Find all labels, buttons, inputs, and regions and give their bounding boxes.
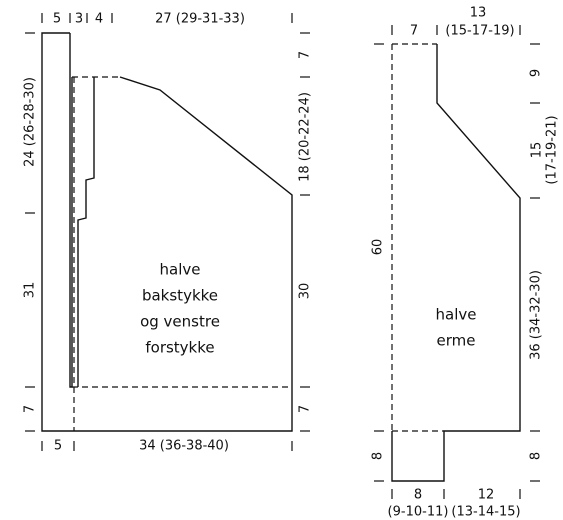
dim-label: 15 <box>530 142 545 159</box>
front-edge <box>69 33 73 388</box>
piece-name: halve <box>436 306 477 324</box>
dim-label: 4 <box>95 12 103 27</box>
outline <box>391 44 521 482</box>
dim-label: 5 <box>53 12 61 27</box>
dim-label: 31 <box>23 282 38 299</box>
dim-label: 9 <box>529 69 544 77</box>
dim-label: 8 <box>414 488 422 503</box>
ticks <box>374 25 540 499</box>
dim-label: 7 <box>410 24 418 39</box>
dim-label: 30 <box>298 283 313 300</box>
piece-name: forstykke <box>145 339 214 357</box>
dim-label: (9-10-11) <box>388 505 449 520</box>
left-piece: 5 3 4 27 (29-31-33) 24 (26-28-30) 31 7 7… <box>23 12 313 454</box>
dim-label: (17-19-21) <box>545 115 560 184</box>
piece-name: halve <box>160 261 201 279</box>
dim-label: (13-14-15) <box>451 505 520 520</box>
dim-label: 24 (26-28-30) <box>23 77 38 167</box>
dim-label: 8 <box>529 452 544 460</box>
ticks <box>25 13 310 451</box>
dim-label: 34 (36-38-40) <box>139 439 229 454</box>
piece-name: bakstykke <box>142 287 218 305</box>
piece-name: og venstre <box>140 313 220 331</box>
right-piece: 7 13 (15-17-19) 9 15 (17-19-21) 36 (34-3… <box>371 6 560 520</box>
neck-steps <box>77 77 95 387</box>
dim-label: 36 (34-32-30) <box>529 270 544 360</box>
piece-name: erme <box>437 332 476 350</box>
dim-label: 5 <box>54 439 62 454</box>
dim-label: 7 <box>23 405 38 413</box>
dim-label: 18 (20-22-24) <box>298 92 313 182</box>
dim-label: 60 <box>371 239 386 256</box>
outline <box>41 32 293 432</box>
dim-label: 7 <box>298 51 313 59</box>
dim-label: 27 (29-31-33) <box>155 12 245 27</box>
dim-label: 8 <box>371 452 386 460</box>
dim-label: 3 <box>75 12 83 27</box>
dim-label: 12 <box>478 488 495 503</box>
dim-label: (15-17-19) <box>445 24 514 39</box>
dim-label: 7 <box>298 405 313 413</box>
dim-label: 13 <box>470 6 487 21</box>
